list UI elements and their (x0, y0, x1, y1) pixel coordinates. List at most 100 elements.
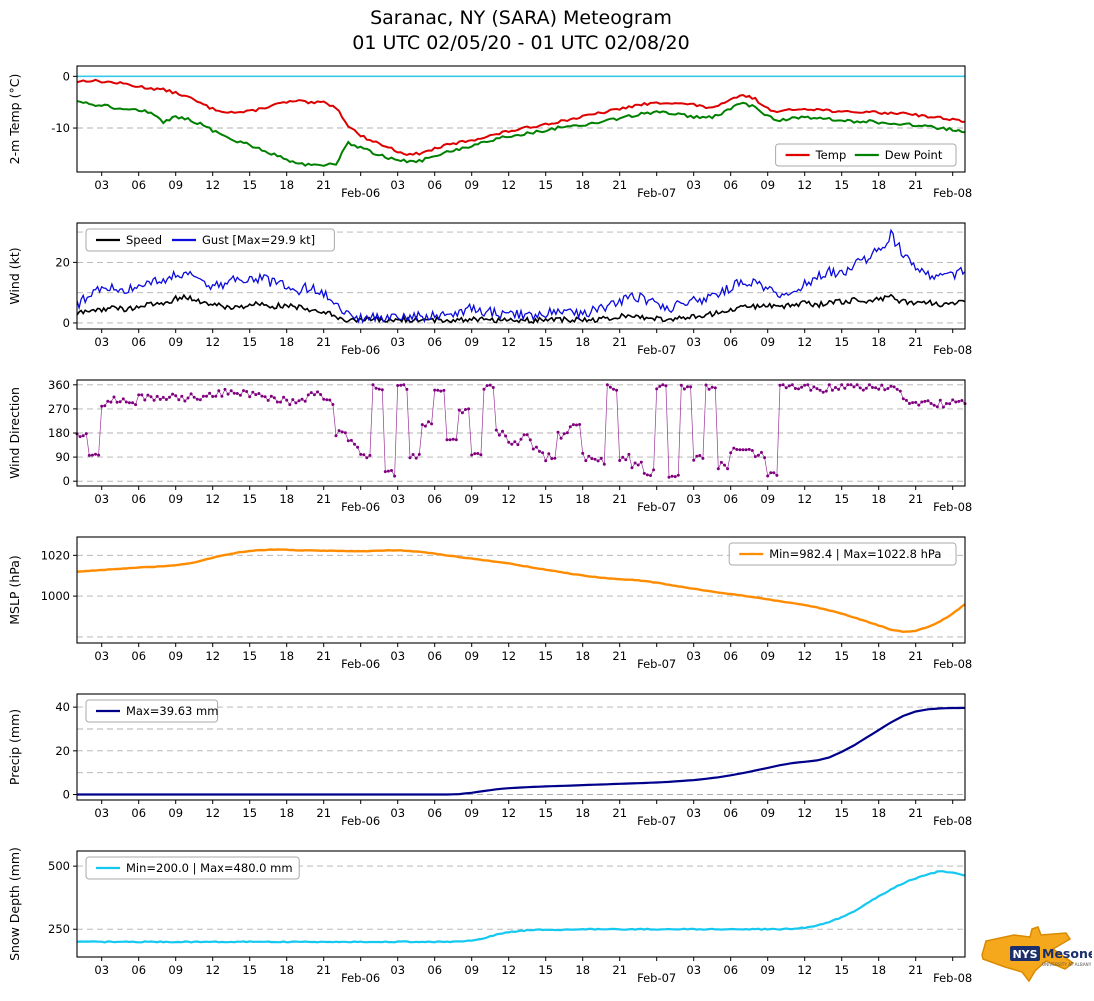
svg-text:Feb-08: Feb-08 (933, 186, 972, 200)
svg-text:21: 21 (908, 806, 923, 820)
svg-text:09: 09 (168, 178, 183, 192)
svg-text:12: 12 (205, 963, 220, 977)
svg-text:03: 03 (390, 963, 405, 977)
svg-text:06: 06 (723, 806, 738, 820)
svg-text:21: 21 (612, 335, 627, 349)
svg-text:270: 270 (48, 402, 70, 416)
svg-text:18: 18 (279, 492, 294, 506)
svg-text:0: 0 (63, 316, 70, 330)
svg-text:Feb-07: Feb-07 (637, 657, 676, 671)
svg-text:2-m Temp (°C): 2-m Temp (°C) (7, 74, 22, 165)
svg-text:06: 06 (723, 492, 738, 506)
svg-text:03: 03 (390, 649, 405, 663)
svg-text:0: 0 (63, 474, 70, 488)
svg-text:18: 18 (871, 178, 886, 192)
svg-text:03: 03 (94, 178, 109, 192)
svg-text:15: 15 (538, 178, 553, 192)
svg-text:21: 21 (316, 806, 331, 820)
svg-text:15: 15 (834, 178, 849, 192)
svg-text:Feb-07: Feb-07 (637, 971, 676, 985)
svg-text:12: 12 (205, 492, 220, 506)
svg-text:09: 09 (464, 335, 479, 349)
svg-text:03: 03 (390, 335, 405, 349)
svg-text:21: 21 (612, 649, 627, 663)
svg-text:06: 06 (131, 963, 146, 977)
svg-text:40: 40 (55, 700, 70, 714)
svg-text:09: 09 (464, 178, 479, 192)
svg-text:06: 06 (131, 806, 146, 820)
svg-text:Snow Depth (mm): Snow Depth (mm) (7, 847, 22, 961)
svg-text:15: 15 (538, 492, 553, 506)
svg-text:15: 15 (242, 963, 257, 977)
svg-text:12: 12 (797, 178, 812, 192)
svg-text:250: 250 (48, 922, 70, 936)
svg-text:12: 12 (205, 806, 220, 820)
svg-text:Feb-06: Feb-06 (341, 186, 380, 200)
svg-text:03: 03 (390, 492, 405, 506)
logo-name-text: Mesonet (1042, 946, 1092, 961)
svg-text:06: 06 (427, 178, 442, 192)
svg-text:MSLP (hPa): MSLP (hPa) (7, 555, 22, 625)
svg-text:09: 09 (168, 963, 183, 977)
precip-chart: 0 20 40 03 06 09 12 15 18 21 Feb-06 03 06 09 12 15 18 21 F… (7, 693, 972, 828)
svg-text:Feb-07: Feb-07 (637, 343, 676, 357)
svg-text:03: 03 (686, 492, 701, 506)
svg-text:18: 18 (871, 649, 886, 663)
svg-text:90: 90 (55, 450, 70, 464)
svg-text:15: 15 (242, 649, 257, 663)
svg-text:18: 18 (575, 963, 590, 977)
svg-text:03: 03 (686, 178, 701, 192)
svg-text:12: 12 (797, 649, 812, 663)
svg-text:12: 12 (501, 649, 516, 663)
svg-text:09: 09 (760, 178, 775, 192)
svg-text:21: 21 (908, 335, 923, 349)
svg-text:03: 03 (94, 335, 109, 349)
chart-title-block: Saranac, NY (SARA) Meteogram 01 UTC 02/0… (0, 0, 1042, 56)
svg-text:18: 18 (279, 806, 294, 820)
mesonet-logo: NYS Mesonet UNIVERSITY AT ALBANY (981, 926, 1092, 983)
temp-dewpoint-chart: 0 -10 03 06 09 12 15 18 21 Feb-06 03 06 09 12 15 18 21 Fe… (7, 65, 972, 200)
svg-text:21: 21 (908, 963, 923, 977)
svg-text:09: 09 (760, 335, 775, 349)
svg-text:18: 18 (871, 335, 886, 349)
svg-text:18: 18 (575, 806, 590, 820)
svg-text:180: 180 (48, 426, 70, 440)
svg-text:15: 15 (834, 806, 849, 820)
svg-text:18: 18 (871, 963, 886, 977)
svg-text:12: 12 (205, 649, 220, 663)
svg-text:09: 09 (464, 806, 479, 820)
svg-text:21: 21 (908, 178, 923, 192)
svg-text:12: 12 (797, 335, 812, 349)
svg-text:03: 03 (686, 335, 701, 349)
logo-tagline-text: UNIVERSITY AT ALBANY (1042, 962, 1092, 967)
svg-text:18: 18 (279, 335, 294, 349)
svg-text:21: 21 (316, 963, 331, 977)
svg-text:09: 09 (760, 806, 775, 820)
svg-text:18: 18 (871, 492, 886, 506)
svg-text:Feb-06: Feb-06 (341, 343, 380, 357)
svg-text:Feb-07: Feb-07 (637, 500, 676, 514)
svg-text:21: 21 (612, 963, 627, 977)
svg-text:15: 15 (538, 649, 553, 663)
svg-text:12: 12 (205, 178, 220, 192)
svg-text:09: 09 (464, 649, 479, 663)
svg-text:Min=982.4 | Max=1022.8 hPa: Min=982.4 | Max=1022.8 hPa (769, 547, 941, 561)
svg-text:06: 06 (427, 806, 442, 820)
svg-text:15: 15 (834, 335, 849, 349)
svg-text:09: 09 (168, 492, 183, 506)
svg-text:06: 06 (131, 335, 146, 349)
svg-text:03: 03 (686, 649, 701, 663)
svg-text:15: 15 (834, 963, 849, 977)
svg-text:Feb-08: Feb-08 (933, 657, 972, 671)
svg-text:06: 06 (427, 492, 442, 506)
svg-text:18: 18 (575, 335, 590, 349)
svg-text:20: 20 (55, 744, 70, 758)
svg-text:Feb-07: Feb-07 (637, 186, 676, 200)
svg-text:21: 21 (908, 492, 923, 506)
svg-text:09: 09 (760, 649, 775, 663)
svg-text:03: 03 (94, 492, 109, 506)
svg-text:06: 06 (131, 649, 146, 663)
svg-text:12: 12 (501, 963, 516, 977)
svg-text:18: 18 (575, 492, 590, 506)
